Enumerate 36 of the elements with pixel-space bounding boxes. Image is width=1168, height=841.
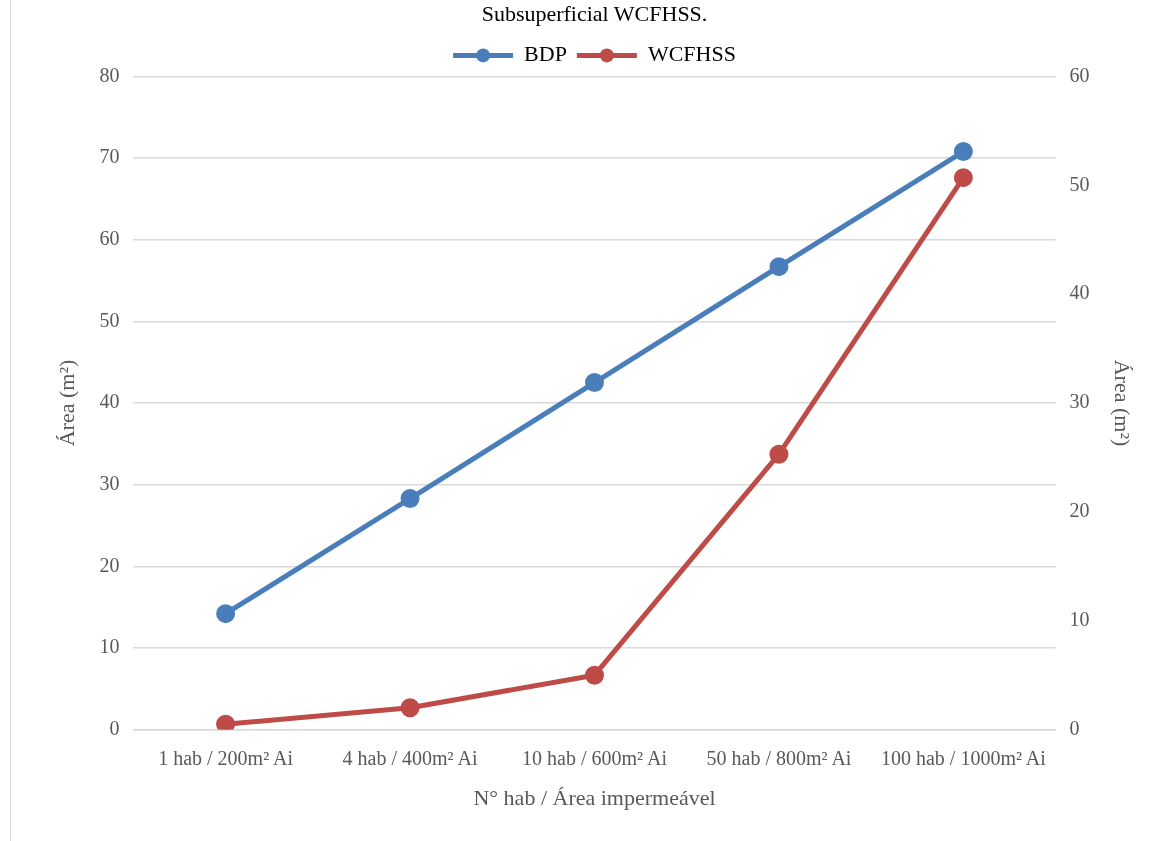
point [769, 444, 789, 464]
x-axis-title: N° hab / Área impermeável [473, 784, 716, 810]
legend-label: BDP [524, 41, 567, 67]
point [400, 489, 420, 509]
y2-tick-label: 0 [1069, 716, 1080, 739]
y2-tick-label: 50 [1069, 172, 1090, 195]
y2-axis-title: Área (m²) [1110, 359, 1136, 447]
x-tick-label: 4 hab / 400m² Ai [342, 746, 478, 769]
y-tick-label: 20 [99, 553, 120, 576]
y-tick-label: 40 [99, 390, 120, 413]
x-tick-label: 50 hab / 800m² Ai [706, 746, 852, 769]
y-tick-label: 30 [99, 471, 120, 494]
y-tick-label: 80 [99, 63, 120, 86]
y2-tick-label: 30 [1069, 390, 1090, 413]
x-tick-label: 100 hab / 1000m² Ai [880, 746, 1047, 769]
point [585, 665, 604, 685]
point [585, 373, 604, 393]
point [216, 604, 236, 624]
point [769, 257, 789, 277]
y2-tick-label: 10 [1069, 607, 1090, 630]
y-tick-label: 0 [109, 716, 120, 739]
point [953, 142, 973, 162]
point [953, 168, 973, 188]
chart-title: Subsuperficial WCFHSS. [481, 0, 708, 26]
x-tick-label: 10 hab / 600m² Ai [522, 746, 668, 769]
y2-tick-label: 60 [1069, 63, 1090, 86]
y-tick-label: 60 [99, 226, 120, 249]
y2-tick-label: 20 [1069, 499, 1090, 522]
y-tick-label: 10 [99, 635, 120, 658]
y-axis-title: Área (m²) [53, 359, 79, 447]
point [400, 698, 420, 718]
y2-tick-label: 40 [1069, 281, 1090, 304]
legend-label: WCFHSS [647, 41, 736, 67]
x-tick-label: 1 hab / 200m² Ai [158, 746, 294, 769]
y-tick-label: 50 [99, 308, 120, 331]
y-tick-label: 70 [99, 145, 120, 168]
